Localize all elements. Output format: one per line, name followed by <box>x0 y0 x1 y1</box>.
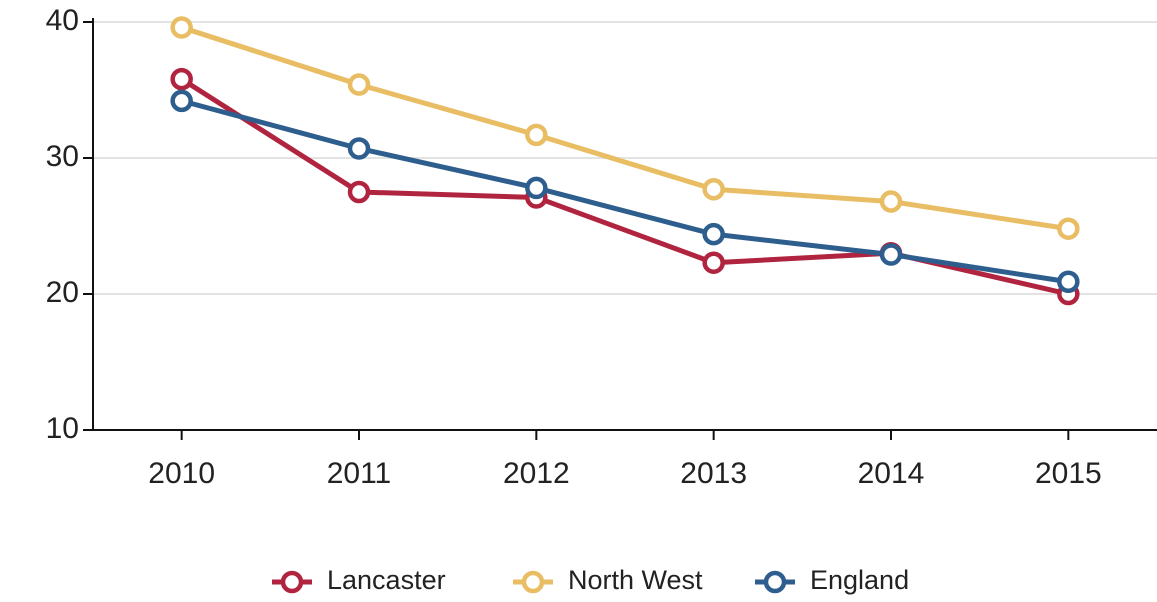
x-tick-label: 2010 <box>148 457 215 490</box>
x-tick-label: 2015 <box>1035 457 1102 490</box>
data-point <box>525 123 548 147</box>
y-tick-label: 40 <box>46 4 79 37</box>
data-point <box>702 251 725 274</box>
y-tick-label: 10 <box>46 412 79 445</box>
x-tick-label: 2014 <box>858 457 925 490</box>
data-point <box>702 222 725 246</box>
y-tick-label: 30 <box>46 140 79 173</box>
data-point <box>1057 217 1080 240</box>
x-tick-label: 2011 <box>327 457 392 490</box>
data-point <box>1057 270 1080 294</box>
series-line <box>181 98 1069 285</box>
data-point <box>702 178 725 201</box>
data-point <box>170 67 193 91</box>
data-point <box>347 73 371 96</box>
data-point <box>170 89 193 113</box>
legend-swatch <box>763 570 787 594</box>
data-point <box>347 137 371 160</box>
data-point <box>525 176 548 200</box>
series-line <box>180 25 1069 232</box>
y-tick-label: 20 <box>46 276 79 309</box>
legend-label: England <box>810 565 909 595</box>
data-point <box>879 243 903 266</box>
data-point <box>347 180 371 204</box>
x-tick-label: 2012 <box>503 457 570 490</box>
legend-swatch <box>521 570 545 594</box>
data-point <box>879 190 903 213</box>
legend-swatch <box>280 570 304 594</box>
data-point <box>170 16 193 39</box>
legend-label: Lancaster <box>327 565 446 595</box>
legend: Lancaster North West England <box>272 565 909 595</box>
x-tick-label: 2013 <box>680 457 747 490</box>
legend-label: North West <box>568 565 703 595</box>
